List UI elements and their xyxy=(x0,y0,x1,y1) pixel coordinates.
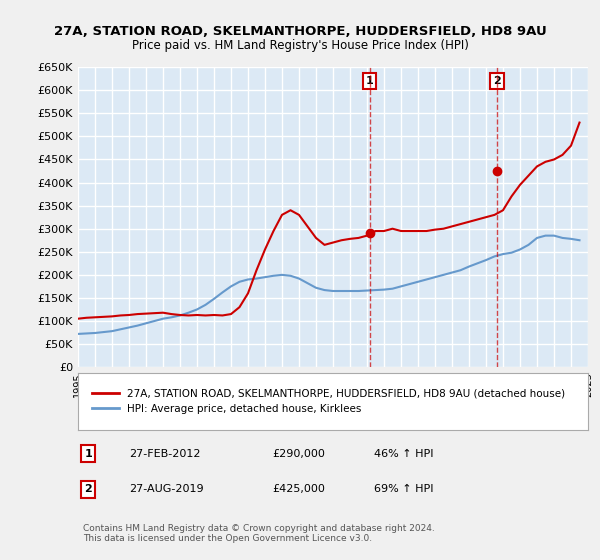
Text: 46% ↑ HPI: 46% ↑ HPI xyxy=(374,449,433,459)
Text: 27A, STATION ROAD, SKELMANTHORPE, HUDDERSFIELD, HD8 9AU: 27A, STATION ROAD, SKELMANTHORPE, HUDDER… xyxy=(53,25,547,38)
Text: 1: 1 xyxy=(85,449,92,459)
Text: 27-FEB-2012: 27-FEB-2012 xyxy=(129,449,200,459)
Text: 1: 1 xyxy=(365,76,373,86)
Text: £290,000: £290,000 xyxy=(272,449,325,459)
Text: Price paid vs. HM Land Registry's House Price Index (HPI): Price paid vs. HM Land Registry's House … xyxy=(131,39,469,52)
Text: Contains HM Land Registry data © Crown copyright and database right 2024.
This d: Contains HM Land Registry data © Crown c… xyxy=(83,524,435,543)
Text: 27-AUG-2019: 27-AUG-2019 xyxy=(129,484,203,494)
Text: £425,000: £425,000 xyxy=(272,484,325,494)
Legend: 27A, STATION ROAD, SKELMANTHORPE, HUDDERSFIELD, HD8 9AU (detached house), HPI: A: 27A, STATION ROAD, SKELMANTHORPE, HUDDER… xyxy=(88,385,569,418)
Text: 69% ↑ HPI: 69% ↑ HPI xyxy=(374,484,433,494)
Text: 2: 2 xyxy=(493,76,501,86)
Text: 2: 2 xyxy=(85,484,92,494)
